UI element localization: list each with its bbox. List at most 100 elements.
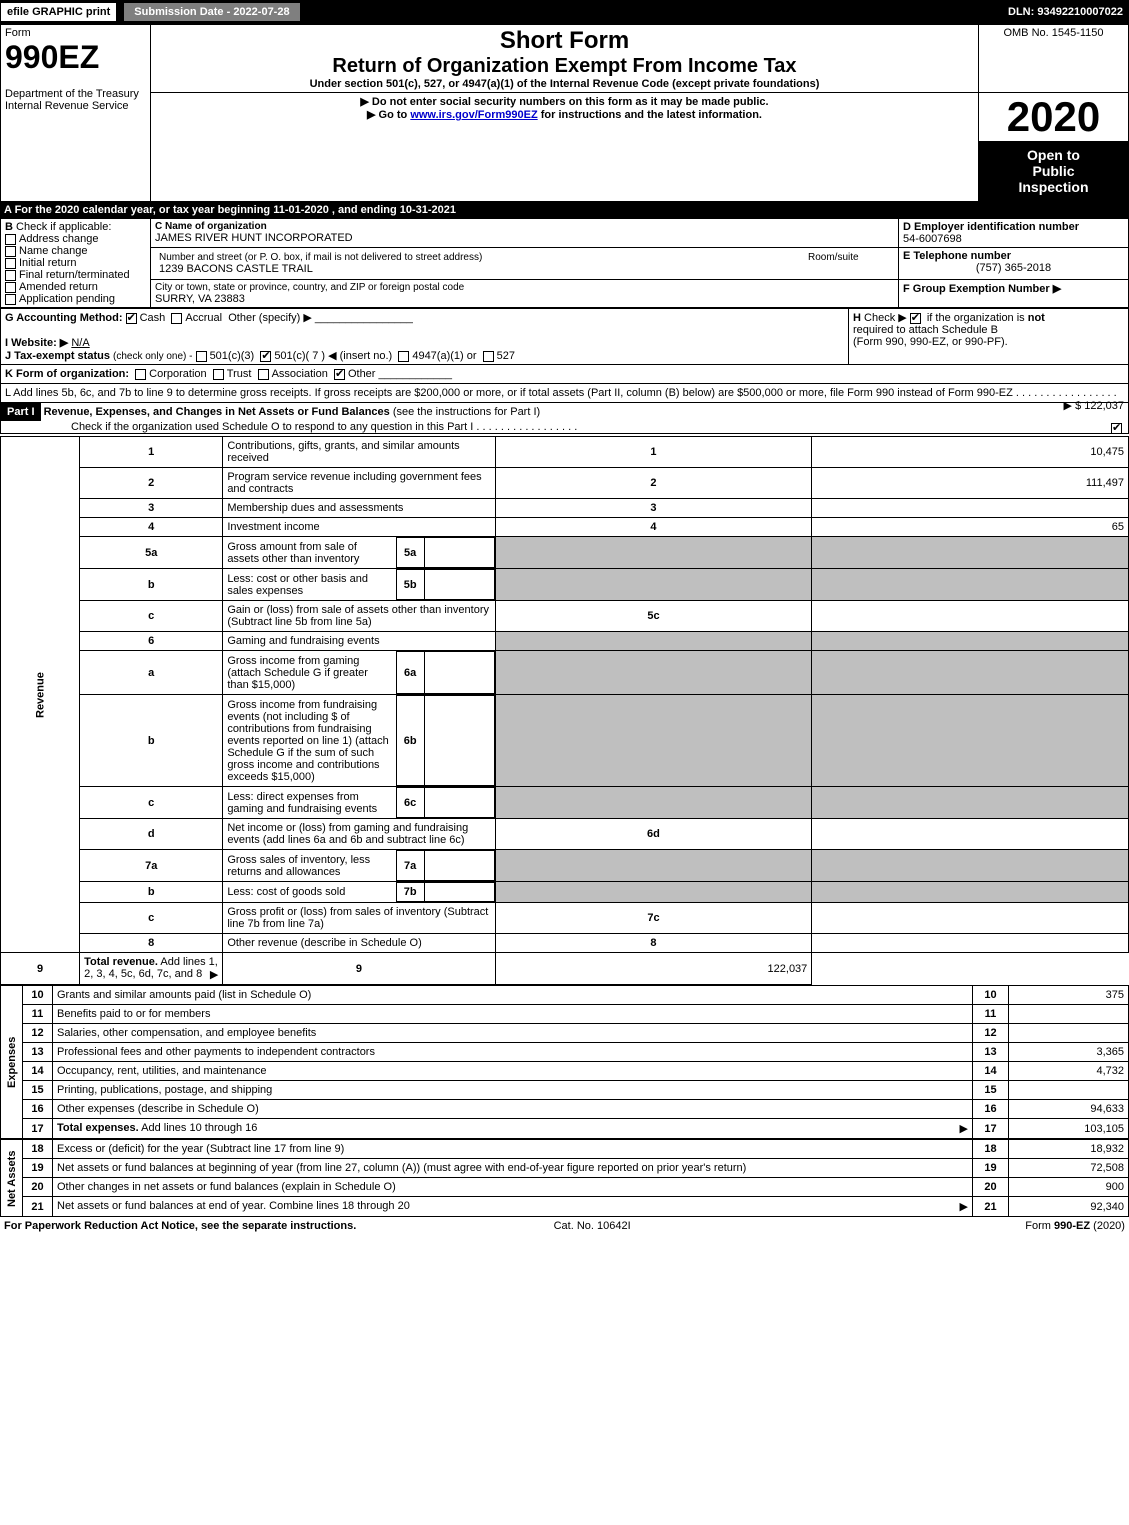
k-o4: Other <box>348 368 376 380</box>
line-label: Occupancy, rent, utilities, and maintena… <box>53 1062 973 1081</box>
b-opt-label: Initial return <box>19 257 76 269</box>
line-number: 7a <box>80 850 223 882</box>
line-box: 2 <box>495 468 812 499</box>
line-amount <box>812 632 1129 651</box>
line-box <box>495 537 812 569</box>
l-row: L Add lines 5b, 6c, and 7b to line 9 to … <box>0 384 1129 403</box>
footer-right: Form 990-EZ (2020) <box>1025 1220 1125 1232</box>
line-label: Gross income from gaming (attach Schedul… <box>223 651 495 695</box>
line-box: 9 <box>223 953 495 985</box>
h-text3: required to attach Schedule B <box>853 324 998 336</box>
line-label: Gross income from fundraising events (no… <box>223 695 495 787</box>
line-amount: 122,037 <box>495 953 812 985</box>
i-label: I Website: ▶ <box>5 337 68 349</box>
k-assoc-checkbox[interactable] <box>258 369 269 380</box>
part1-checkline: Check if the organization used Schedule … <box>71 421 473 433</box>
b-opt-label: Final return/terminated <box>19 269 130 281</box>
j-4947-checkbox[interactable] <box>398 351 409 362</box>
line-number: c <box>80 903 223 934</box>
open1: Open to <box>983 147 1124 163</box>
footer-right-post: (2020) <box>1090 1220 1125 1232</box>
footer-right-bold: 990-EZ <box>1054 1220 1090 1232</box>
org-address: 1239 BACONS CASTLE TRAIL <box>159 263 800 275</box>
efile-label[interactable]: efile GRAPHIC print <box>0 2 117 22</box>
footer-left: For Paperwork Reduction Act Notice, see … <box>4 1220 356 1232</box>
line-box: 7c <box>495 903 812 934</box>
phone-value: (757) 365-2018 <box>903 262 1124 274</box>
line-number: 2 <box>80 468 223 499</box>
b-opt-checkbox[interactable] <box>5 258 16 269</box>
line-amount <box>812 787 1129 819</box>
k-row: K Form of organization: Corporation Trus… <box>0 365 1129 384</box>
b-opt-checkbox[interactable] <box>5 270 16 281</box>
form-number: 990EZ <box>5 39 146 76</box>
b-opt-checkbox[interactable] <box>5 282 16 293</box>
b-opt-checkbox[interactable] <box>5 234 16 245</box>
line-number: 5a <box>80 537 223 569</box>
j-501c3-checkbox[interactable] <box>196 351 207 362</box>
j-501c-checkbox[interactable] <box>260 351 271 362</box>
line-amount: 10,475 <box>812 437 1129 468</box>
line-number: 20 <box>23 1178 53 1197</box>
part1-checkbox[interactable] <box>1111 423 1122 434</box>
header-table: Form 990EZ Department of the Treasury In… <box>0 24 1129 202</box>
j-small: (check only one) - <box>113 351 192 362</box>
top-bar: efile GRAPHIC print Submission Date - 20… <box>0 0 1129 24</box>
open2: Public <box>983 163 1124 179</box>
b-opt-checkbox[interactable] <box>5 294 16 305</box>
line-label: Net income or (loss) from gaming and fun… <box>223 819 495 850</box>
sub-amt <box>424 652 494 694</box>
k-other-checkbox[interactable] <box>334 369 345 380</box>
ein-value: 54-6007698 <box>903 233 962 245</box>
line-amount <box>812 499 1129 518</box>
k-corp-checkbox[interactable] <box>135 369 146 380</box>
sub-amt <box>424 883 494 902</box>
line-amount <box>1009 1005 1129 1024</box>
line-box: 17 <box>973 1119 1009 1139</box>
j-527-checkbox[interactable] <box>483 351 494 362</box>
sub-num: 7b <box>396 883 424 902</box>
line-amount <box>812 903 1129 934</box>
k-trust-checkbox[interactable] <box>213 369 224 380</box>
sub-num: 5b <box>396 570 424 600</box>
g-accrual: Accrual <box>185 312 222 324</box>
g-h-table: G Accounting Method: Cash Accrual Other … <box>0 308 1129 365</box>
line-box: 18 <box>973 1140 1009 1159</box>
line-amount: 92,340 <box>1009 1197 1129 1217</box>
goto-line: ▶ Go to www.irs.gov/Form990EZ for instru… <box>155 108 974 121</box>
line-box: 6d <box>495 819 812 850</box>
j-o1: 501(c)(3) <box>210 350 255 362</box>
line-box <box>495 651 812 695</box>
cash-checkbox[interactable] <box>126 313 137 324</box>
line-amount: 18,932 <box>1009 1140 1129 1159</box>
l-text: L Add lines 5b, 6c, and 7b to line 9 to … <box>5 387 1013 399</box>
expenses-table: Expenses 10Grants and similar amounts pa… <box>0 985 1129 1139</box>
accrual-checkbox[interactable] <box>171 313 182 324</box>
sub-amt <box>424 538 494 568</box>
l-amount: ▶ $ 122,037 <box>1064 399 1124 412</box>
b-opt-label: Application pending <box>19 293 115 305</box>
page-footer: For Paperwork Reduction Act Notice, see … <box>0 1217 1129 1235</box>
line-amount <box>812 850 1129 882</box>
line-amount: 375 <box>1009 986 1129 1005</box>
sub-amt <box>424 851 494 881</box>
line-amount <box>812 882 1129 903</box>
k-label: K Form of organization: <box>5 368 129 380</box>
line-number: 1 <box>80 437 223 468</box>
h-checkbox[interactable] <box>910 313 921 324</box>
irs-link[interactable]: www.irs.gov/Form990EZ <box>410 109 537 121</box>
line-number: 17 <box>23 1119 53 1139</box>
part1-title2: (see the instructions for Part I) <box>393 406 540 418</box>
d-label: D Employer identification number <box>903 221 1079 233</box>
line-amount: 4,732 <box>1009 1062 1129 1081</box>
city-label: City or town, state or province, country… <box>155 282 894 293</box>
line-box: 3 <box>495 499 812 518</box>
line-number: 10 <box>23 986 53 1005</box>
b-opt-checkbox[interactable] <box>5 246 16 257</box>
sub-num: 7a <box>396 851 424 881</box>
dln-label: DLN: 93492210007022 <box>1008 6 1129 18</box>
short-form-title: Short Form <box>155 27 974 55</box>
g-cash: Cash <box>140 312 166 324</box>
revenue-table: Revenue 1Contributions, gifts, grants, a… <box>0 436 1129 985</box>
sub-amt <box>424 788 494 818</box>
